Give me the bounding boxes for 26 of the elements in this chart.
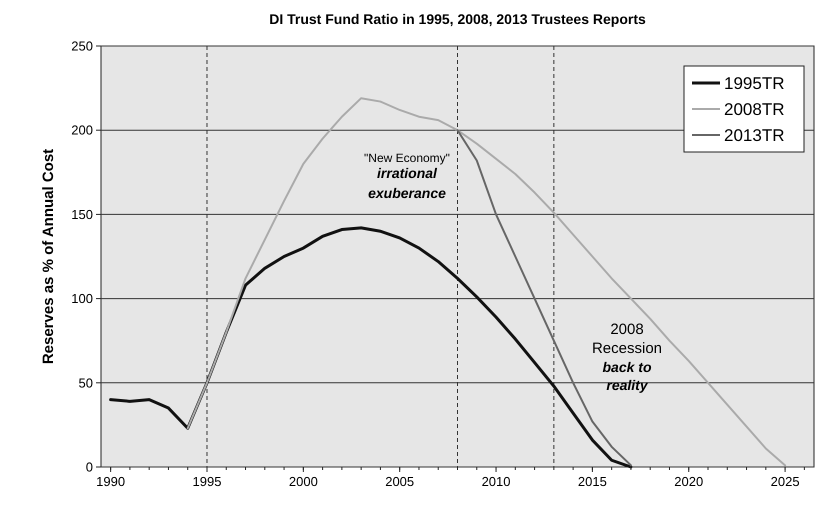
annotation: Recession [592,340,662,357]
legend-label: 2013TR [724,126,784,145]
y-tick-label: 250 [71,38,93,54]
line-series [186,97,786,466]
annotation: 2008 [610,321,644,338]
x-tick-label: 2000 [288,474,318,489]
annotation: exuberance [368,185,446,201]
x-tick-label: 2010 [482,474,510,489]
legend-label: 2008TR [724,100,784,119]
annotation: "New Economy" [364,151,450,165]
y-tick-label: 100 [71,291,93,306]
x-tick-label: 2025 [770,474,800,489]
x-tick-label: 2015 [578,474,607,489]
x-tick-label: 1995 [192,474,222,489]
chart-title: DI Trust Fund Ratio in 1995, 2008, 2013 Trustees Reports [269,11,646,27]
y-tick-label: 200 [71,122,93,138]
annotation: irrational [377,165,438,181]
x-tick-label: 2005 [385,474,414,489]
y-tick-label: 50 [78,375,93,390]
annotation: back to [602,359,652,375]
y-tick-label: 150 [71,206,93,222]
x-tick-label: 2020 [674,474,704,489]
y-tick-label: 0 [86,460,93,474]
x-tick-label: 1990 [96,474,126,489]
y-axis-title: Reserves as % of Annual Cost [40,148,57,364]
legend-label: 1995TR [724,74,784,93]
